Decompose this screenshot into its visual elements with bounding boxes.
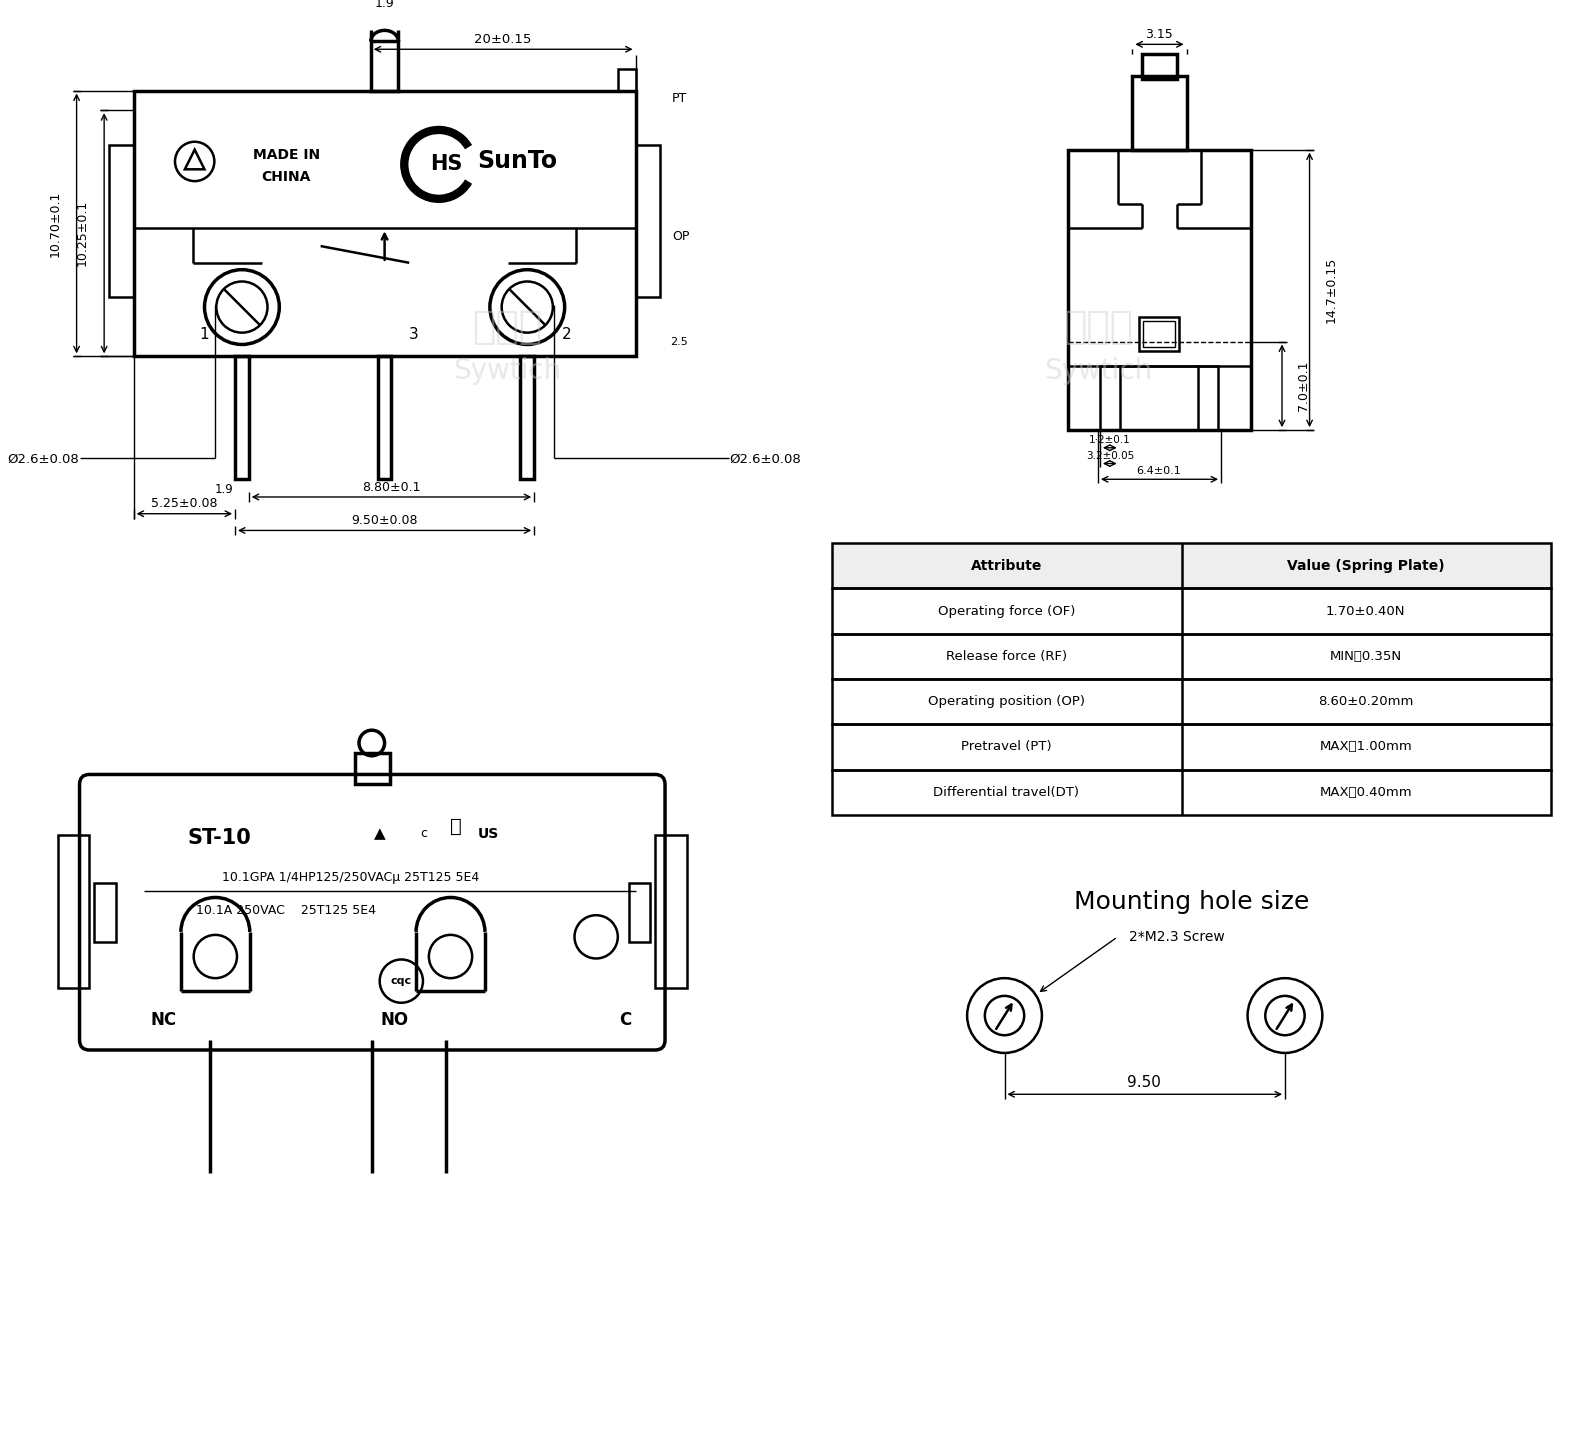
- Text: 1.70±0.40N: 1.70±0.40N: [1326, 604, 1406, 617]
- Text: C: C: [620, 1011, 631, 1030]
- Text: Value (Spring Plate): Value (Spring Plate): [1286, 559, 1444, 572]
- Text: OP: OP: [673, 229, 690, 242]
- Text: 2: 2: [561, 327, 571, 342]
- Bar: [832, 588, 1550, 634]
- Text: 9.50: 9.50: [1127, 1074, 1161, 1090]
- Bar: [832, 679, 1550, 724]
- Text: 司风兆: 司风兆: [1064, 307, 1134, 346]
- Bar: [1199, 366, 1218, 430]
- Text: 14.7±0.15: 14.7±0.15: [1324, 257, 1337, 323]
- Bar: [378, 356, 391, 479]
- Text: US: US: [477, 826, 499, 841]
- Text: 10.25±0.1: 10.25±0.1: [76, 200, 89, 267]
- Text: c: c: [420, 828, 428, 841]
- Bar: [94, 883, 116, 942]
- Text: PT: PT: [673, 92, 687, 105]
- Text: 2*M2.3 Screw: 2*M2.3 Screw: [1129, 930, 1224, 945]
- Text: Ø2.6±0.08: Ø2.6±0.08: [728, 453, 801, 466]
- Text: Operating position (OP): Operating position (OP): [929, 695, 1084, 708]
- Bar: [1142, 55, 1177, 79]
- Text: MAX：0.40mm: MAX：0.40mm: [1320, 786, 1412, 799]
- Bar: [1100, 366, 1119, 430]
- Text: 3.15: 3.15: [1145, 27, 1173, 40]
- Text: 8.60±0.20mm: 8.60±0.20mm: [1318, 695, 1414, 708]
- Bar: [1140, 317, 1178, 352]
- Text: MIN：0.35N: MIN：0.35N: [1329, 650, 1402, 663]
- Text: 1·2±0.1: 1·2±0.1: [1089, 435, 1130, 446]
- Text: ST-10: ST-10: [188, 829, 251, 848]
- Text: Release force (RF): Release force (RF): [946, 650, 1067, 663]
- Bar: [832, 634, 1550, 679]
- Bar: [110, 144, 134, 297]
- Text: NC: NC: [149, 1011, 176, 1030]
- Text: 司风兆: 司风兆: [472, 307, 542, 346]
- Bar: [832, 544, 1550, 588]
- Text: MADE IN: MADE IN: [253, 147, 320, 162]
- Bar: [355, 753, 390, 784]
- Bar: [619, 69, 636, 91]
- Text: Sywtich: Sywtich: [453, 358, 561, 385]
- Text: 10.1GPA 1/4HP125/250VACμ 25T125 5E4: 10.1GPA 1/4HP125/250VACμ 25T125 5E4: [221, 871, 479, 884]
- FancyBboxPatch shape: [80, 774, 665, 1050]
- Bar: [628, 883, 650, 942]
- Text: Ⓑ: Ⓑ: [450, 818, 461, 836]
- Text: Sywtich: Sywtich: [1045, 358, 1153, 385]
- Text: CHINA: CHINA: [261, 170, 312, 185]
- Text: Mounting hole size: Mounting hole size: [1073, 890, 1309, 914]
- Bar: [370, 42, 399, 91]
- Text: 7.0±0.1: 7.0±0.1: [1297, 360, 1310, 411]
- Text: 6.4±0.1: 6.4±0.1: [1137, 466, 1181, 476]
- Text: SunTo: SunTo: [477, 150, 558, 173]
- Text: Differential travel(DT): Differential travel(DT): [933, 786, 1080, 799]
- Bar: [520, 356, 534, 479]
- Text: Operating force (OF): Operating force (OF): [938, 604, 1075, 617]
- Text: 1.9: 1.9: [215, 483, 234, 496]
- Text: 10.1A 250VAC    25T125 5E4: 10.1A 250VAC 25T125 5E4: [196, 904, 377, 917]
- Bar: [832, 724, 1550, 770]
- Text: HS: HS: [431, 154, 463, 174]
- Text: 3.2±0.05: 3.2±0.05: [1086, 451, 1134, 460]
- Bar: [235, 356, 248, 479]
- Text: 3: 3: [409, 327, 420, 342]
- Text: ▲: ▲: [374, 826, 385, 841]
- Text: 9.50±0.08: 9.50±0.08: [351, 515, 418, 528]
- Bar: [1143, 322, 1175, 348]
- Text: Attribute: Attribute: [971, 559, 1041, 572]
- Text: Ø2.6±0.08: Ø2.6±0.08: [8, 453, 80, 466]
- Text: 1.9: 1.9: [375, 0, 394, 10]
- Text: 20±0.15: 20±0.15: [474, 33, 531, 46]
- Text: 2.5: 2.5: [669, 336, 688, 346]
- Text: 8.80±0.1: 8.80±0.1: [363, 480, 421, 493]
- Text: 10.70±0.1: 10.70±0.1: [48, 190, 62, 257]
- Text: MAX：1.00mm: MAX：1.00mm: [1320, 740, 1412, 753]
- Bar: [655, 835, 687, 988]
- Bar: [1068, 150, 1250, 430]
- Bar: [57, 835, 89, 988]
- Bar: [636, 144, 660, 297]
- Bar: [1132, 76, 1186, 150]
- Text: cqc: cqc: [391, 976, 412, 986]
- Text: NO: NO: [380, 1011, 409, 1030]
- Text: 1: 1: [200, 327, 210, 342]
- Bar: [134, 91, 636, 356]
- Bar: [832, 770, 1550, 815]
- Text: Pretravel (PT): Pretravel (PT): [962, 740, 1053, 753]
- Text: 5.25±0.08: 5.25±0.08: [151, 497, 218, 510]
